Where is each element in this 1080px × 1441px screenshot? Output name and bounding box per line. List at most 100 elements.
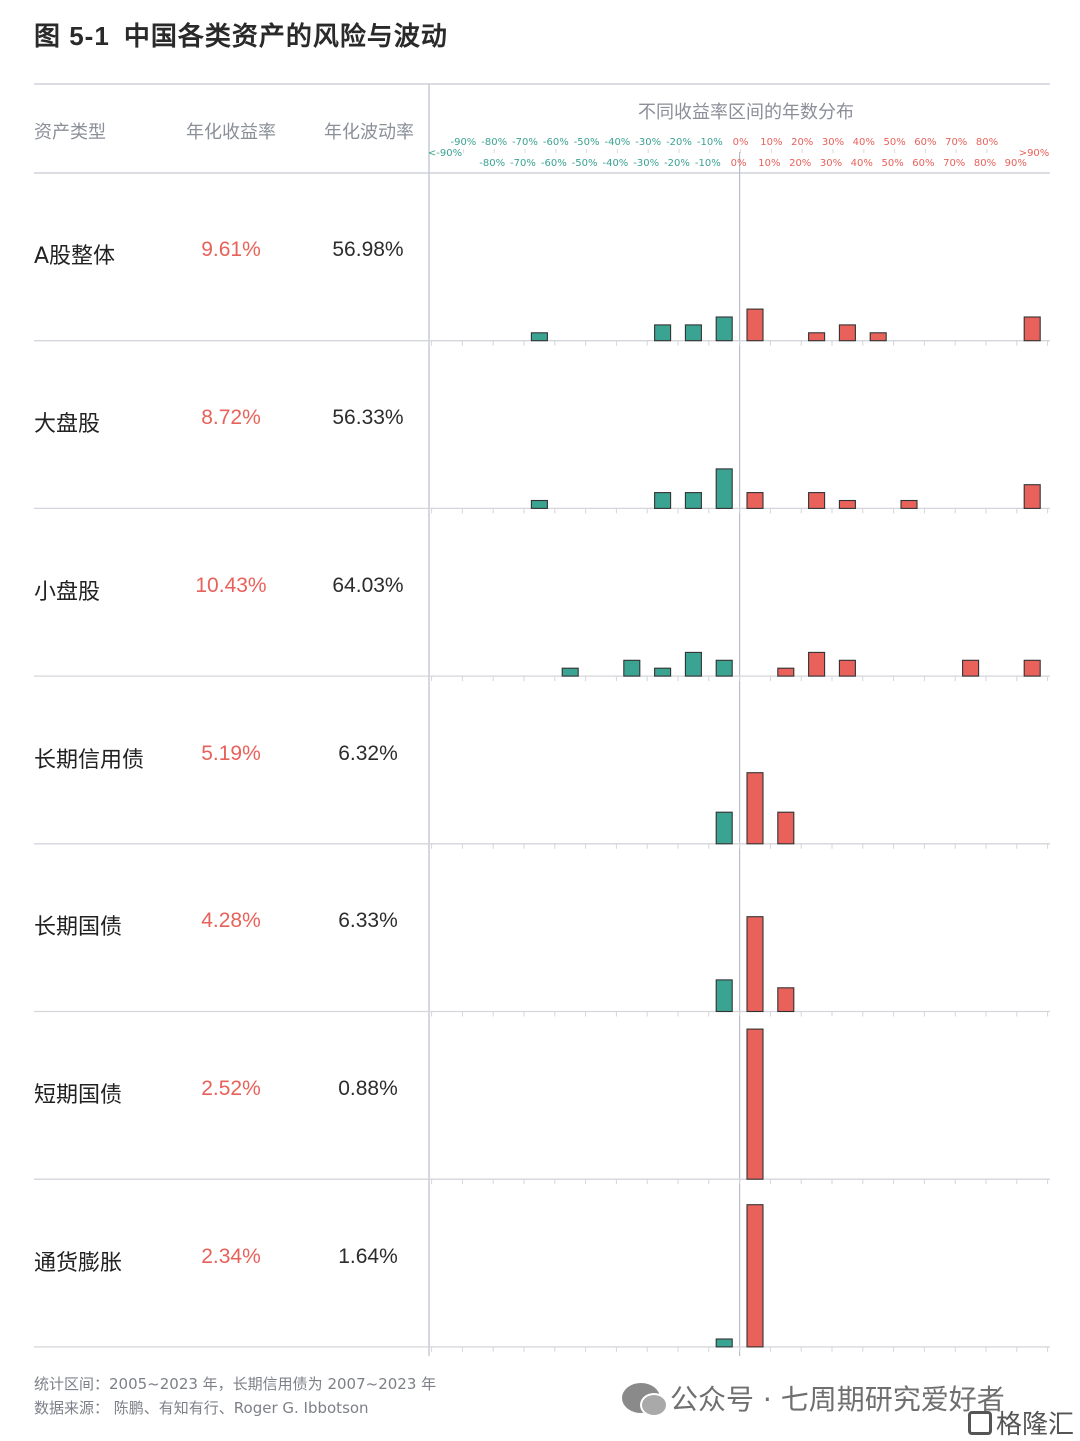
histogram-bar (654, 492, 672, 509)
bin-bottom-label: -30% (633, 158, 659, 169)
histogram-bar (746, 772, 764, 845)
bin-top-label: 10% (760, 137, 782, 148)
row-annual-volatility: 0.88% (338, 1076, 398, 1100)
histogram-bar (1023, 484, 1041, 509)
row-asset-name: 通货膨胀 (34, 1250, 123, 1276)
row-asset-name: A股整体 (34, 244, 116, 270)
bin-top-label: -50% (574, 137, 600, 148)
row-asset-name: 小盘股 (34, 579, 101, 605)
histogram-bar (530, 499, 548, 509)
header-distribution: 不同收益率区间的年数分布 (638, 102, 854, 123)
bin-bottom-label: 60% (912, 158, 934, 169)
logo-icon (968, 1410, 992, 1435)
histogram-bar (654, 324, 672, 342)
bin-top-label: 50% (883, 137, 905, 148)
bin-bottom-label: 90% (1005, 158, 1027, 169)
histogram-bar (900, 499, 918, 509)
row-annual-volatility: 64.03% (332, 573, 404, 597)
bin-bottom-label: -10% (695, 158, 721, 169)
brand-watermark: 公众号 · 七周期研究爱好者 (622, 1378, 1005, 1418)
histogram-bar (746, 1028, 764, 1180)
bin-top-label: -80% (481, 137, 507, 148)
logo-text: 格隆汇 (996, 1410, 1075, 1440)
bin-top-label: -90% (450, 137, 476, 148)
bin-top-label: -30% (635, 137, 661, 148)
bin-top-label: -40% (604, 137, 630, 148)
header-annual-volatility: 年化波动率 (324, 122, 414, 143)
bin-bottom-label: -50% (572, 158, 598, 169)
row-asset-name: 短期国债 (34, 1082, 123, 1108)
bin-bottom-label: -60% (541, 158, 567, 169)
bin-bottom-label: 80% (974, 158, 996, 169)
histogram-bar (715, 979, 733, 1013)
bin-bottom-label: -40% (602, 158, 628, 169)
gelonghui-logo: 格隆汇 (968, 1404, 1074, 1441)
bin-top-label: 0% (733, 137, 749, 148)
histogram-bar (530, 332, 548, 342)
histogram-bar (838, 659, 856, 677)
bin-top-label: 40% (853, 137, 875, 148)
histogram-bar (808, 651, 826, 677)
histogram-bar (869, 332, 887, 342)
bin-top-label: 30% (822, 137, 844, 148)
figure-number: 图 5-1 (34, 21, 110, 51)
bin-top-label: -20% (666, 137, 692, 148)
histogram-bar (715, 659, 733, 677)
bin-bottom-label: -70% (510, 158, 536, 169)
footer-source: 数据来源： 陈鹏、有知有行、Roger G. Ibbotson (34, 1399, 369, 1417)
bin-bottom-label: 70% (943, 158, 965, 169)
histogram-bar (746, 1204, 764, 1348)
histogram-bar (623, 659, 641, 677)
bin-bottom-label: -80% (479, 158, 505, 169)
row-annual-return: 4.28% (201, 909, 261, 933)
histogram-bar (746, 308, 764, 342)
histogram-bar (1023, 316, 1041, 342)
bin-left-open-label: <-90% (428, 148, 462, 159)
histogram-bar (746, 492, 764, 509)
row-annual-volatility: 6.33% (338, 909, 398, 933)
histogram-bar (684, 492, 702, 509)
row-asset-name: 大盘股 (34, 412, 101, 438)
row-annual-return: 10.43% (195, 573, 267, 597)
bin-top-label: -60% (543, 137, 569, 148)
bin-top-label: 20% (791, 137, 813, 148)
histogram-bar (962, 659, 980, 677)
histogram-bar (808, 332, 826, 342)
row-annual-return: 2.52% (201, 1076, 261, 1100)
header-asset-type: 资产类型 (34, 122, 106, 143)
header-annual-return: 年化收益率 (186, 122, 276, 143)
bin-bottom-label: 50% (881, 158, 903, 169)
row-annual-return: 8.72% (201, 406, 261, 430)
histogram-bar (777, 811, 795, 845)
row-annual-volatility: 6.32% (338, 741, 398, 765)
figure-title-text: 中国各类资产的风险与波动 (123, 22, 448, 52)
histogram-bar (684, 324, 702, 342)
histogram-bar (838, 499, 856, 509)
bin-right-open-label: >90% (1019, 148, 1050, 159)
histogram-bar (777, 667, 795, 677)
bin-bottom-label: 40% (851, 158, 873, 169)
bin-bottom-label: 20% (789, 158, 811, 169)
histogram-bar (838, 324, 856, 342)
histogram-bar (715, 316, 733, 342)
row-annual-volatility: 56.33% (332, 406, 404, 430)
bin-top-label: 70% (945, 137, 967, 148)
histogram-bar (715, 811, 733, 845)
histogram-bar (715, 468, 733, 509)
row-annual-return: 2.34% (201, 1244, 261, 1268)
histogram-bar (684, 651, 702, 677)
bin-top-label: 60% (914, 137, 936, 148)
brand-text: 公众号 · 七周期研究爱好者 (670, 1383, 1005, 1416)
row-asset-name: 长期国债 (34, 915, 123, 941)
bin-top-label: 80% (976, 137, 998, 148)
bin-bottom-label: 10% (758, 158, 780, 169)
histogram-bar (808, 492, 826, 509)
row-annual-return: 9.61% (201, 238, 261, 262)
histogram-bar (1023, 659, 1041, 677)
bin-top-label: -70% (512, 137, 538, 148)
row-annual-volatility: 56.98% (332, 238, 404, 262)
histogram-bar (561, 667, 579, 677)
histogram-bar (715, 1338, 733, 1348)
histogram-bar (746, 916, 764, 1013)
